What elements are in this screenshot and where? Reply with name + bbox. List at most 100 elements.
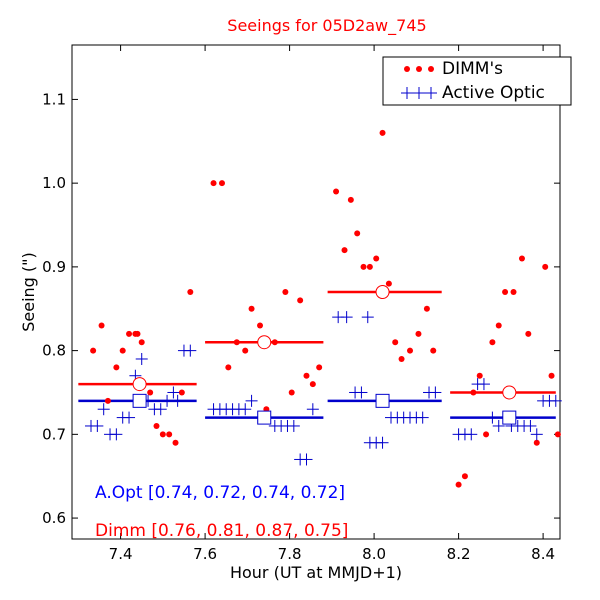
legend-dimm-dot — [404, 66, 410, 72]
dimm-point — [423, 305, 430, 312]
y-axis-label: Seeing (") — [19, 252, 38, 332]
dimm-point — [518, 255, 525, 262]
dimm-point — [233, 339, 240, 346]
dimm-point — [347, 196, 354, 203]
aopt-point — [306, 403, 319, 416]
dimm-point — [542, 263, 549, 270]
data-points — [85, 129, 562, 488]
dimm-point — [483, 431, 490, 438]
dimm-point — [303, 372, 310, 379]
dimm-point — [166, 431, 173, 438]
dimm-point — [461, 473, 468, 480]
dimm-median-marker — [132, 377, 147, 392]
aopt-point — [239, 403, 252, 416]
dimm-point — [153, 422, 160, 429]
x-tick-label: 7.6 — [193, 545, 217, 563]
y-tick-label: 0.7 — [42, 425, 66, 443]
aopt-point — [97, 403, 110, 416]
aopt-point — [465, 428, 478, 441]
aopt-point — [154, 403, 167, 416]
aopt-point — [361, 311, 374, 324]
dimm-point — [495, 322, 502, 329]
aopt-point — [524, 419, 537, 432]
aopt-point — [167, 386, 180, 399]
dimm-point — [242, 347, 249, 354]
x-axis-label: Hour (UT at MMJD+1) — [230, 563, 402, 582]
dimm-point — [187, 289, 194, 295]
aopt-point — [287, 419, 300, 432]
dimm-point — [178, 389, 185, 396]
dimm-point — [113, 364, 120, 371]
legend-frame — [382, 56, 572, 106]
dimm-point — [510, 289, 517, 295]
legend-markers — [401, 66, 437, 99]
legend: DIMM's Active Optic — [382, 56, 572, 106]
aopt-point — [416, 411, 429, 424]
annotation-dimm: Dimm [0.76, 0.81, 0.87, 0.75] — [95, 521, 348, 541]
legend-label-aopt: Active Optic — [442, 83, 545, 103]
dimm-point — [489, 339, 496, 346]
aopt-point — [135, 352, 148, 365]
dimm-point — [271, 339, 278, 346]
aopt-point — [161, 394, 174, 407]
dimm-median-marker — [502, 385, 517, 400]
chart-title: Seeings for 05D2aw_745 — [227, 16, 426, 36]
aopt-point — [549, 394, 562, 407]
y-tick-label: 1.0 — [42, 174, 66, 192]
dimm-point — [354, 230, 361, 237]
dimm-point — [554, 431, 561, 438]
legend-dimm-dot — [428, 66, 434, 72]
aopt-median-marker — [375, 393, 390, 408]
dimm-median-marker — [257, 335, 272, 350]
dimm-point — [218, 180, 225, 187]
aopt-point — [477, 378, 490, 391]
dimm-point — [385, 280, 392, 287]
dimm-point — [379, 129, 386, 136]
dimm-point — [398, 355, 405, 362]
dimm-point — [288, 389, 295, 396]
dimm-point — [297, 297, 304, 304]
dimm-point — [392, 339, 399, 346]
dimm-point — [341, 247, 348, 254]
aopt-point — [171, 394, 184, 407]
dimm-point — [333, 188, 340, 195]
y-tick-label: 0.9 — [42, 258, 66, 276]
aopt-point — [184, 344, 197, 357]
dimm-median-marker — [375, 285, 390, 299]
dimm-point — [533, 439, 540, 446]
dimm-point — [430, 347, 437, 354]
dimm-point — [476, 372, 483, 379]
aopt-point — [376, 436, 389, 449]
aopt-median-marker — [502, 410, 517, 425]
aopt-point — [486, 411, 499, 424]
dimm-point — [455, 481, 462, 488]
aopt-point — [340, 311, 353, 324]
x-tick-label: 7.8 — [278, 545, 302, 563]
x-tick-label: 8.0 — [362, 545, 386, 563]
x-tick-label: 8.4 — [531, 545, 555, 563]
dimm-point — [257, 322, 264, 329]
aopt-median-marker — [257, 410, 272, 425]
y-tick-label: 1.1 — [42, 90, 66, 108]
dimm-point — [248, 305, 255, 312]
bin-median-markers — [132, 285, 517, 425]
dimm-point — [126, 330, 133, 337]
axis-ticks: 7.4 7.6 7.8 8.0 8.2 8.4 0.6 0.7 0.8 0.9 1.0 1.1 — [42, 45, 560, 563]
aopt-point — [110, 428, 123, 441]
dimm-point — [415, 330, 422, 337]
dimm-point — [470, 389, 477, 396]
dimm-point — [147, 389, 154, 396]
aopt-median-marker — [132, 393, 147, 408]
dimm-point — [373, 255, 380, 262]
dimm-point — [548, 372, 555, 379]
x-tick-label: 8.2 — [447, 545, 471, 563]
legend-label-dimm: DIMM's — [442, 59, 503, 79]
dimm-point — [360, 263, 367, 270]
dimm-point — [282, 289, 289, 295]
dimm-point — [134, 330, 141, 337]
annotation-aopt: A.Opt [0.74, 0.72, 0.74, 0.72] — [95, 483, 345, 503]
legend-dimm-dot — [416, 66, 422, 72]
dimm-point — [159, 431, 166, 438]
aopt-point — [91, 419, 104, 432]
x-tick-label: 7.4 — [109, 545, 133, 563]
